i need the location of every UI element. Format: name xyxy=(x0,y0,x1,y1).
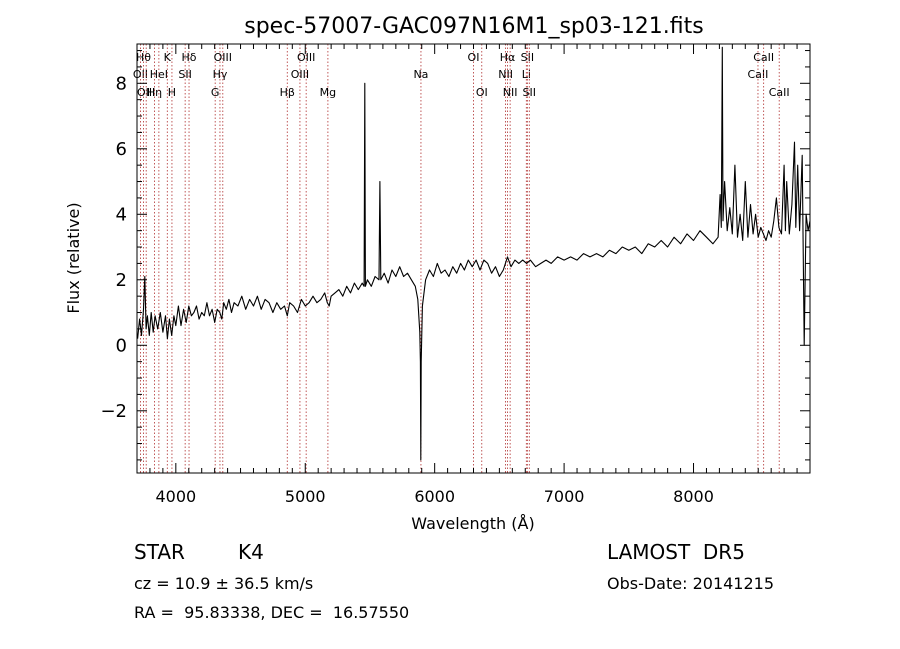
y-tick-label: 6 xyxy=(116,139,127,160)
y-tick-label: 2 xyxy=(116,270,127,291)
y-tick-label: 0 xyxy=(116,335,127,356)
x-tick-label: 4000 xyxy=(155,487,196,506)
x-tick-label: 7000 xyxy=(544,487,585,506)
x-tick-label: 8000 xyxy=(673,487,714,506)
observation-date: Obs-Date: 20141215 xyxy=(607,574,775,593)
object-subclass: K4 xyxy=(238,540,264,564)
spectrum-line xyxy=(137,46,811,461)
spectral-line-label: K xyxy=(164,51,172,64)
spectral-line-label: Hθ xyxy=(136,51,151,64)
spectral-line-label: OI xyxy=(476,86,488,99)
spectral-line-label: OIII xyxy=(291,68,309,81)
spectral-line-label: CaII xyxy=(748,68,769,81)
object-type: STAR xyxy=(134,540,185,564)
y-axis-label: Flux (relative) xyxy=(64,202,83,313)
spectral-line-label: OI xyxy=(468,51,480,64)
y-tick-label: −2 xyxy=(100,401,127,422)
spectral-line-label: H xyxy=(168,86,176,99)
spectral-line-label: Na xyxy=(413,68,428,81)
x-tick-label: 5000 xyxy=(285,487,326,506)
spectral-line-label: Li xyxy=(522,68,531,81)
spectral-line-label: CaII xyxy=(769,86,790,99)
spectral-line-label: HeI xyxy=(150,68,168,81)
coordinates: RA = 95.83338, DEC = 16.57550 xyxy=(134,603,410,622)
spectral-line-label: Hγ xyxy=(213,68,228,81)
spectral-line-label: Hβ xyxy=(280,86,295,99)
chart-title: spec-57007-GAC097N16M1_sp03-121.fits xyxy=(244,14,704,39)
spectral-line-label: NII xyxy=(503,86,518,99)
spectral-line-label: SII xyxy=(521,51,534,64)
spectral-line-label: NII xyxy=(498,68,513,81)
y-tick-label: 8 xyxy=(116,73,127,94)
y-tick-label: 4 xyxy=(116,204,127,225)
spectral-line-label: OIII xyxy=(214,51,232,64)
spectral-line-label: Hη xyxy=(147,86,162,99)
spectral-line-label: SII xyxy=(178,68,191,81)
x-tick-label: 6000 xyxy=(414,487,455,506)
redshift-velocity: cz = 10.9 ± 36.5 km/s xyxy=(134,574,314,593)
spectral-line-label: CaII xyxy=(753,51,774,64)
spectral-line-label: G xyxy=(211,86,220,99)
spectral-line-label: OIII xyxy=(137,86,155,99)
spectral-line-label: OIII xyxy=(297,51,315,64)
survey-name: LAMOST DR5 xyxy=(607,540,745,564)
spectral-line-label: SII xyxy=(523,86,536,99)
spectral-line-label: Hα xyxy=(500,51,516,64)
x-axis-label: Wavelength (Å) xyxy=(411,514,534,533)
spectral-line-label: Hδ xyxy=(182,51,197,64)
spectral-line-label: Mg xyxy=(320,86,336,99)
